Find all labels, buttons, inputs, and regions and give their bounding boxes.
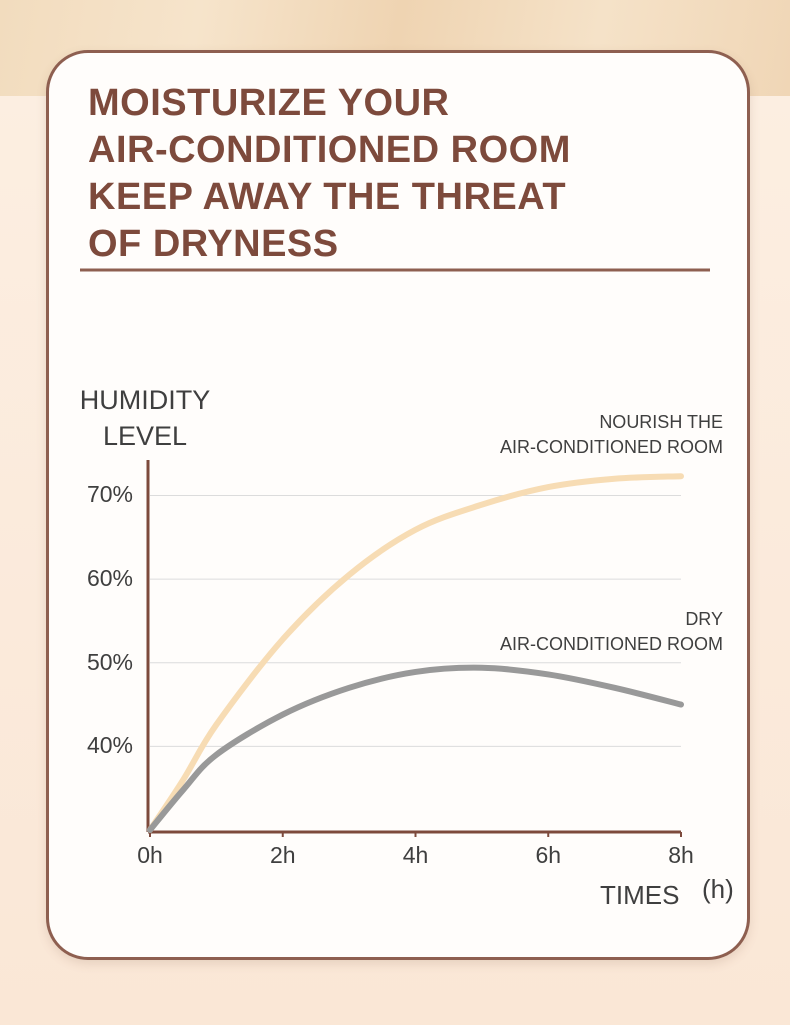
x-tick-label: 0h: [137, 842, 163, 868]
y-tick-label: 70%: [86, 481, 133, 508]
legend-label: DRY AIR-CONDITIONED ROOM: [500, 609, 723, 654]
chart-title: MOISTURIZE YOUR AIR-CONDITIONED ROOM KEE…: [88, 82, 571, 265]
x-axis-label: TIMES: [600, 880, 680, 910]
series-line: [147, 664, 684, 833]
y-axis-label: HUMIDITY LEVEL: [79, 385, 211, 451]
series-line: [147, 473, 684, 833]
x-axis-unit: (h): [702, 874, 734, 904]
x-tick-label: 4h: [402, 842, 429, 868]
legend-label: NOURISH THE AIR-CONDITIONED ROOM: [500, 412, 723, 457]
y-tick-label: 60%: [86, 565, 133, 592]
y-tick-label: 40%: [86, 732, 133, 759]
x-tick-label: 2h: [269, 842, 296, 868]
y-tick-label: 50%: [86, 648, 133, 675]
x-tick-label: 6h: [535, 842, 562, 868]
x-tick-label: 8h: [668, 842, 694, 868]
